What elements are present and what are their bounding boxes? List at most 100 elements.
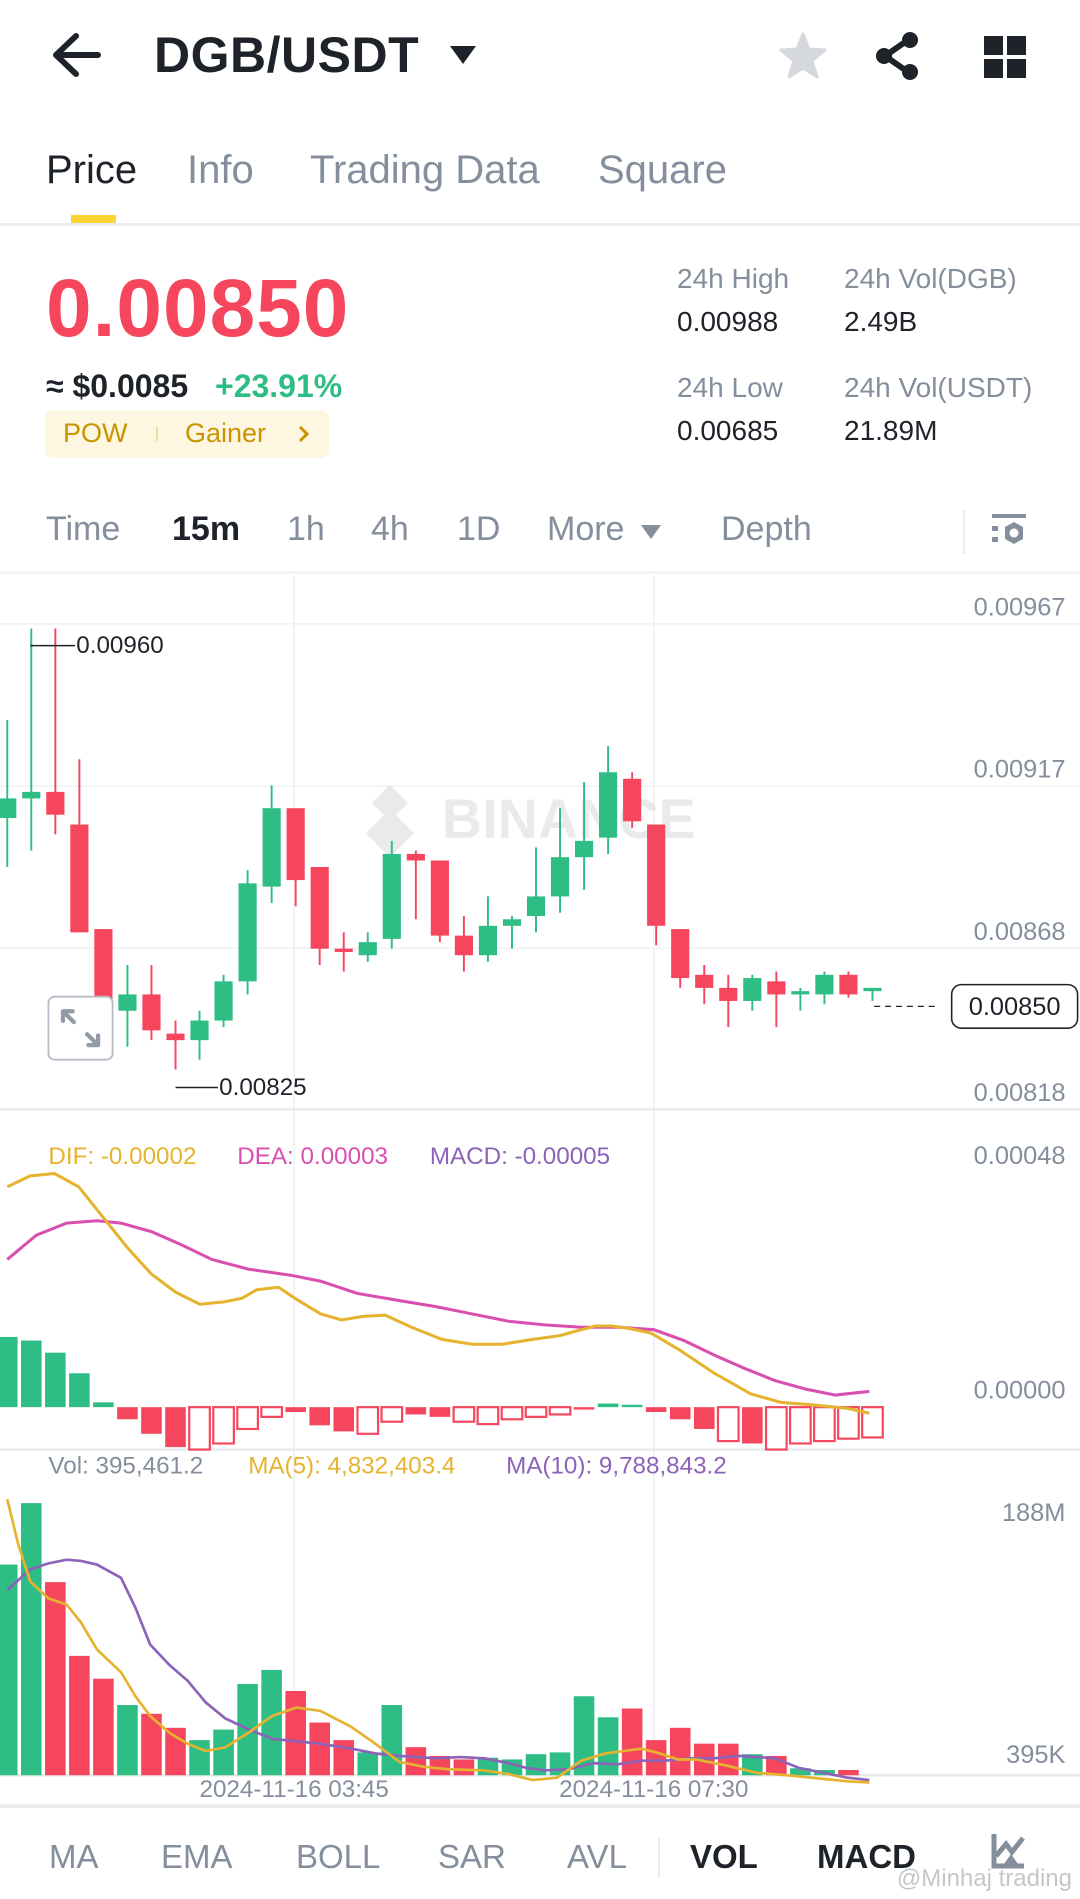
tab-info[interactable]: Info [187, 148, 254, 192]
macd-bar [236, 1406, 259, 1431]
share-icon[interactable] [872, 30, 924, 82]
overlay-watermark: @Minhaj trading [896, 1865, 1072, 1892]
low-marker: 0.00825 [175, 1074, 307, 1101]
y-tick: 0.00868 [974, 918, 1066, 946]
candle [526, 896, 546, 917]
indicator-sar[interactable]: SAR [438, 1838, 506, 1875]
macd-bar [693, 1407, 715, 1429]
interval-more[interactable]: More [547, 510, 625, 548]
candle [623, 778, 642, 822]
candle [839, 974, 858, 995]
volume-bar [261, 1669, 282, 1776]
macd-bar [621, 1404, 643, 1408]
volume-bar [790, 1768, 811, 1776]
candle [22, 791, 41, 799]
macd-bar [0, 1336, 18, 1408]
volume-bar [189, 1740, 210, 1776]
candle [791, 991, 810, 995]
binance-watermark: BINANCE [365, 784, 696, 858]
candle [166, 1033, 185, 1041]
candle [214, 981, 233, 1021]
macd-bar [93, 1402, 114, 1408]
y-tick: 0.00967 [974, 593, 1066, 621]
indicator-boll[interactable]: BOLL [296, 1838, 381, 1875]
tag-gainer[interactable]: Gainer [185, 418, 267, 448]
macd-legend: DIF: -0.00002 DEA: 0.00003 MACD: -0.0000… [48, 1143, 610, 1170]
y-tick: 0.00818 [974, 1079, 1066, 1107]
volume-bar [21, 1503, 42, 1776]
candle [286, 808, 305, 881]
stat-24h-vol-base-label: 24h Vol(DGB) [844, 263, 1017, 294]
macd-bar [669, 1407, 691, 1420]
volume-bar [525, 1754, 547, 1776]
stat-24h-vol-quote-label: 24h Vol(USDT) [844, 372, 1033, 403]
candle [599, 772, 618, 838]
caret-down-icon[interactable] [640, 524, 662, 540]
candle [815, 974, 834, 995]
volume-bar [69, 1655, 90, 1776]
volume-bar [645, 1740, 667, 1776]
svg-text:MACD: -0.00005: MACD: -0.00005 [430, 1143, 610, 1170]
indicator-vol[interactable]: VOL [690, 1838, 758, 1875]
interval-15m[interactable]: 15m [172, 510, 241, 548]
indicator-ema[interactable]: EMA [161, 1838, 233, 1875]
volume-bar [93, 1678, 114, 1776]
interval-time[interactable]: Time [46, 510, 121, 548]
macd-bar [764, 1406, 788, 1451]
stat-24h-vol-base-value: 2.49B [844, 306, 918, 337]
candle [671, 929, 690, 979]
interval-4h[interactable]: 4h [371, 510, 409, 548]
expand-chart-button[interactable] [47, 995, 114, 1061]
macd-bar [524, 1406, 548, 1418]
back-arrow-icon[interactable] [48, 30, 102, 80]
interval-1d[interactable]: 1D [457, 510, 501, 548]
tag-pill[interactable]: POW Gainer [45, 410, 329, 458]
macd-bar [333, 1407, 355, 1432]
candle [430, 860, 449, 936]
macd-bar [861, 1406, 884, 1439]
volume-bar [45, 1582, 66, 1776]
divider [658, 1838, 660, 1878]
macd-bar [117, 1407, 138, 1420]
macd-bar [788, 1406, 812, 1445]
tab-price[interactable]: Price [46, 148, 138, 192]
macd-bar [429, 1407, 451, 1417]
indicator-avl[interactable]: AVL [567, 1838, 627, 1875]
caret-down-icon[interactable] [448, 44, 478, 66]
candle [454, 935, 473, 956]
star-icon[interactable] [777, 30, 829, 82]
candle [695, 974, 714, 988]
candle [142, 994, 161, 1031]
macd-bar [837, 1406, 860, 1440]
indicator-settings-icon[interactable] [990, 1830, 1026, 1872]
high-marker: 0.00960 [30, 632, 164, 659]
volume-bar [453, 1759, 475, 1776]
candle [478, 925, 498, 956]
volume-bar [357, 1752, 379, 1776]
vol-ma10-line [6, 1558, 870, 1782]
interval-depth[interactable]: Depth [721, 510, 812, 548]
macd-bar [165, 1407, 186, 1448]
grid-menu-icon[interactable] [980, 30, 1032, 82]
indicator-ma[interactable]: MA [49, 1838, 99, 1875]
tab-square[interactable]: Square [598, 148, 727, 192]
macd-bar [260, 1406, 284, 1418]
volume-bar [141, 1713, 162, 1776]
macd-bar [813, 1406, 836, 1443]
volume-bar [597, 1717, 619, 1776]
volume-bar [838, 1769, 859, 1776]
interval-1h[interactable]: 1h [287, 510, 325, 548]
macd-bar [476, 1406, 500, 1426]
header-bar: DGB/USDT [0, 0, 1080, 115]
volume-bar [573, 1696, 595, 1776]
candle [406, 853, 425, 861]
macd-bar [380, 1406, 404, 1423]
tab-trading-data[interactable]: Trading Data [310, 148, 540, 192]
tag-pow[interactable]: POW [63, 418, 128, 448]
chart-settings-icon[interactable] [990, 510, 1028, 554]
volume-bar [405, 1747, 427, 1776]
volume-bar [669, 1727, 691, 1776]
indicator-macd[interactable]: MACD [817, 1838, 916, 1875]
pair-title[interactable]: DGB/USDT [154, 27, 420, 83]
